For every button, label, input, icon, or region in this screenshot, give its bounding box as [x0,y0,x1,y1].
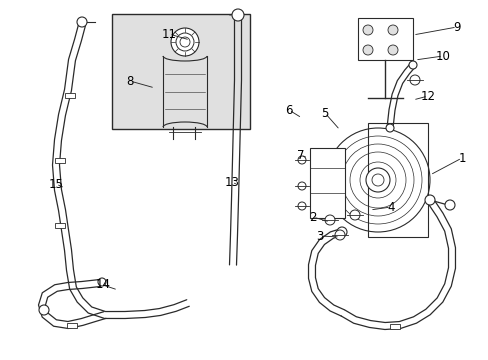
Circle shape [325,215,334,225]
Circle shape [297,202,305,210]
Circle shape [231,9,244,21]
Text: 3: 3 [316,230,323,243]
Text: 15: 15 [48,177,63,190]
Circle shape [349,210,359,220]
Text: 2: 2 [308,211,316,224]
Circle shape [98,278,106,286]
Circle shape [362,25,372,35]
Circle shape [409,75,419,85]
Text: 6: 6 [285,104,292,117]
Text: 12: 12 [420,90,435,103]
Circle shape [334,230,345,240]
Circle shape [371,174,383,186]
Circle shape [180,37,190,47]
Circle shape [336,227,346,237]
Circle shape [385,124,393,132]
Text: 13: 13 [224,176,239,189]
Circle shape [365,168,389,192]
Bar [389,324,399,328]
Circle shape [387,25,397,35]
Circle shape [444,200,454,210]
Circle shape [171,28,199,56]
Circle shape [408,61,416,69]
Text: 11: 11 [161,27,176,41]
Bar [65,93,75,98]
Text: 1: 1 [457,152,465,165]
Text: 9: 9 [452,21,460,33]
Circle shape [297,182,305,190]
Circle shape [424,195,434,205]
Bar [55,222,65,228]
Circle shape [39,305,49,315]
Text: 7: 7 [297,149,304,162]
Circle shape [362,45,372,55]
Text: 14: 14 [95,279,110,292]
Circle shape [297,156,305,164]
Circle shape [176,33,194,51]
Bar [55,158,65,162]
Circle shape [77,17,87,27]
Text: 5: 5 [321,107,328,120]
Bar [67,323,77,328]
Bar [112,14,249,129]
Text: 10: 10 [435,50,449,63]
Circle shape [387,45,397,55]
Bar [367,123,427,237]
Bar [357,18,412,60]
Text: 8: 8 [126,75,133,87]
Bar [309,148,345,218]
Text: 4: 4 [386,201,394,213]
